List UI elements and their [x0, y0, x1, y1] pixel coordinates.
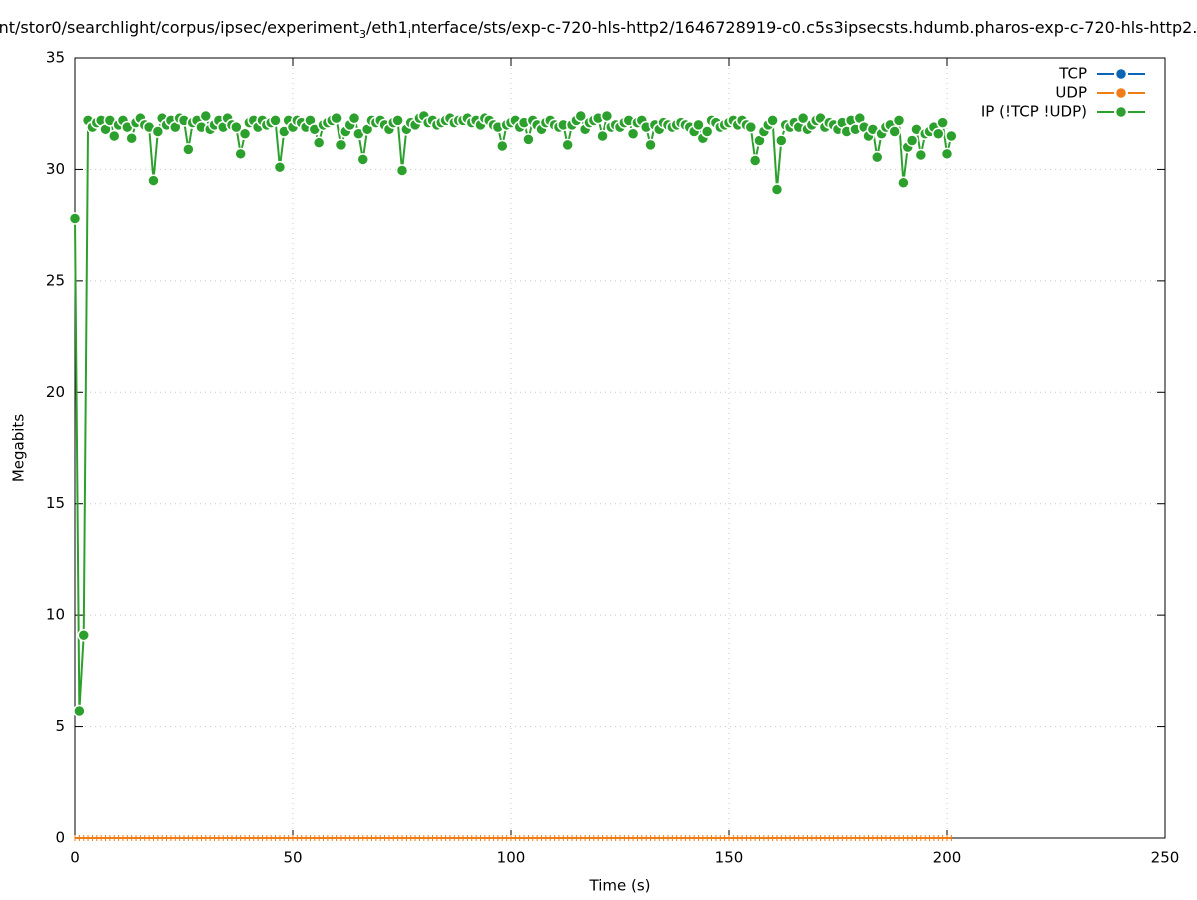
- point: [692, 118, 705, 132]
- point: [932, 127, 945, 141]
- point: [496, 139, 509, 153]
- point: [892, 114, 906, 127]
- y-tick-label: 30: [46, 160, 65, 178]
- point: [356, 153, 370, 166]
- y-tick-label: 15: [46, 494, 65, 512]
- point: [775, 134, 788, 147]
- x-tick-label: 0: [70, 849, 80, 867]
- point: [147, 174, 160, 187]
- point: [68, 212, 82, 225]
- point: [888, 125, 901, 138]
- point: [748, 154, 762, 167]
- point: [151, 125, 165, 138]
- title-part: /eth1: [366, 18, 408, 37]
- point: [700, 125, 714, 138]
- point: [644, 138, 657, 152]
- point: [182, 143, 195, 156]
- y-tick-label: 25: [46, 271, 65, 289]
- point: [905, 134, 919, 147]
- x-tick-label: 50: [283, 849, 302, 867]
- x-axis-label: Time (s): [589, 877, 651, 895]
- point: [391, 114, 404, 127]
- legend-marker: [1114, 67, 1128, 81]
- y-tick-label: 10: [46, 606, 65, 624]
- point: [125, 131, 138, 145]
- point: [347, 111, 361, 125]
- point: [870, 150, 884, 164]
- x-tick-label: 200: [933, 849, 962, 867]
- point: [940, 147, 954, 161]
- point: [561, 138, 574, 152]
- point: [238, 127, 252, 141]
- legend-label: UDP: [1055, 84, 1087, 102]
- point: [897, 176, 910, 190]
- point: [269, 114, 282, 127]
- point: [107, 129, 121, 143]
- point: [522, 133, 535, 146]
- point: [596, 129, 609, 143]
- point: [199, 109, 213, 123]
- title-part: nterface/sts/exp-c-720-hls-http2/1646728…: [411, 18, 1197, 37]
- point: [395, 164, 409, 177]
- point: [330, 111, 343, 125]
- title-subscript: 3: [359, 28, 366, 41]
- title-subscript: i: [408, 28, 411, 41]
- point: [626, 127, 640, 141]
- point: [770, 183, 784, 196]
- point: [73, 704, 86, 718]
- point: [744, 120, 758, 134]
- point: [945, 129, 958, 143]
- point: [234, 147, 247, 161]
- y-axis-label: Megabits: [10, 414, 28, 482]
- x-tick-label: 150: [715, 849, 744, 867]
- legend-label: TCP: [1058, 65, 1087, 83]
- y-tick-label: 20: [46, 383, 65, 401]
- x-tick-label: 250: [1151, 849, 1180, 867]
- legend-label: IP (!TCP !UDP): [981, 103, 1087, 121]
- chart-title: nt/stor0/searchlight/corpus/ipsec/experi…: [0, 18, 1197, 41]
- x-tick-label: 100: [497, 849, 526, 867]
- point: [936, 116, 949, 129]
- y-tick-label: 5: [55, 717, 65, 735]
- point: [796, 111, 810, 125]
- y-tick-label: 0: [55, 829, 65, 847]
- legend-marker: [1114, 105, 1128, 119]
- point: [273, 160, 287, 174]
- point: [600, 109, 614, 123]
- legend-marker: [1114, 86, 1128, 100]
- point: [77, 628, 90, 642]
- y-tick-label: 35: [46, 49, 65, 67]
- point: [914, 148, 928, 162]
- point: [766, 114, 779, 127]
- point: [574, 109, 588, 123]
- title-part: nt/stor0/searchlight/corpus/ipsec/experi…: [0, 18, 359, 37]
- point: [230, 120, 243, 134]
- point: [312, 136, 326, 149]
- point: [334, 138, 348, 152]
